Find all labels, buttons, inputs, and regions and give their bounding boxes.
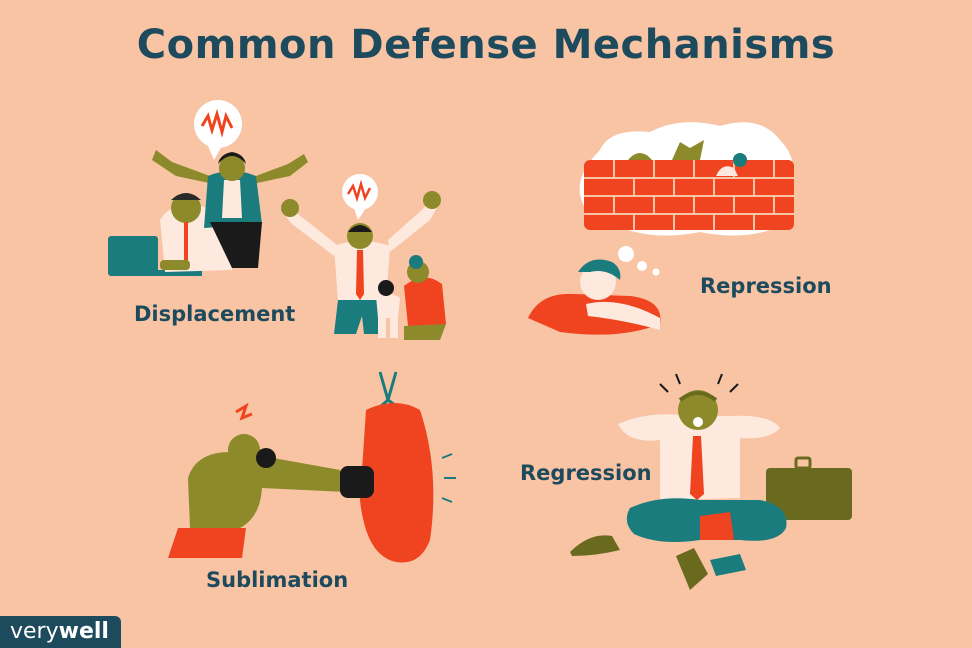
regression-illustration — [570, 373, 852, 590]
stress-mark-icon — [235, 402, 253, 421]
repression-illustration — [528, 122, 794, 335]
brand-logo-part2: well — [58, 619, 109, 644]
label-repression: Repression — [700, 274, 832, 298]
brand-logo-part1: very — [10, 619, 59, 644]
woman-with-child-figure — [376, 255, 446, 340]
laptop-icon — [108, 236, 202, 276]
boxer-figure — [168, 434, 374, 558]
label-regression: Regression — [520, 461, 652, 485]
brand-logo: verywell — [0, 616, 121, 648]
sublimation-illustration — [168, 371, 456, 563]
label-displacement: Displacement — [134, 302, 296, 326]
speech-bubble-icon — [342, 174, 378, 220]
standing-man-figure — [281, 191, 441, 334]
resting-woman-figure — [528, 259, 661, 335]
page-title: Common Defense Mechanisms — [136, 22, 836, 68]
shoe-icon — [570, 535, 620, 556]
brick-wall-icon — [584, 140, 794, 230]
boss-woman-figure — [152, 150, 308, 268]
label-sublimation: Sublimation — [206, 568, 349, 592]
speech-bubble-icon — [194, 100, 242, 160]
briefcase-icon — [766, 456, 852, 520]
punching-bag-icon — [360, 371, 456, 563]
displacement-illustration — [108, 100, 446, 340]
sitting-man-figure — [618, 373, 787, 590]
